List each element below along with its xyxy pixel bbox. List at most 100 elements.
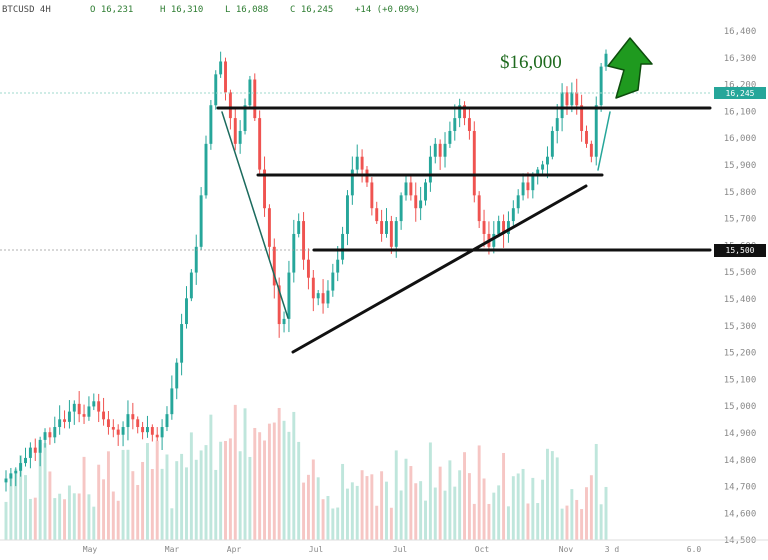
volume-bar [599, 504, 603, 540]
time-axis[interactable]: May Mar Apr Jul Jul Oct Nov 3 d 6.0 [83, 545, 702, 554]
volume-bar [536, 503, 540, 540]
candle [526, 172, 530, 199]
volume-bar [472, 503, 476, 540]
candle [346, 190, 349, 246]
candle-body [516, 195, 520, 209]
candle [19, 455, 23, 477]
candle [175, 358, 179, 400]
candle-body [521, 182, 525, 196]
header-item-3: L 16,088 [225, 5, 269, 15]
volume-bar [516, 473, 520, 540]
time-tick-label: Mar [165, 545, 180, 554]
volume-bar [555, 457, 559, 540]
volume-bar [443, 490, 447, 540]
volume-bar [404, 458, 408, 540]
candle-body [238, 130, 242, 144]
candle-body [72, 403, 76, 412]
candle-body [531, 174, 535, 191]
volume-bar [102, 479, 106, 540]
volume-bar [424, 500, 427, 540]
volume-bar [175, 461, 179, 540]
volume-bar [38, 442, 42, 540]
volume-bar [521, 468, 525, 540]
volume-bar [9, 474, 13, 540]
candle-body [433, 143, 437, 157]
candle-body [155, 434, 159, 438]
candle-body [389, 221, 393, 247]
candle-body [326, 290, 330, 304]
volume-bar [204, 445, 208, 540]
volume-bar [360, 470, 364, 540]
volume-bar [385, 481, 388, 540]
candle [463, 101, 466, 126]
candle-body [536, 169, 540, 175]
candle-body [409, 182, 413, 196]
volume-bar [126, 449, 130, 540]
candle [424, 178, 427, 206]
volume-bar [346, 488, 349, 540]
up-arrow-icon [607, 37, 653, 99]
candle [336, 246, 340, 282]
candle [604, 49, 608, 71]
candle [497, 215, 501, 238]
volume-bar [492, 492, 496, 540]
candle-body [77, 403, 81, 415]
volume-bar [189, 432, 193, 540]
candle [448, 121, 452, 148]
candle-body [555, 118, 559, 131]
candle [9, 467, 13, 487]
candle-body [106, 419, 110, 428]
candle [370, 176, 374, 216]
volume-bar [453, 486, 457, 540]
candle-body [350, 169, 354, 196]
volume-bar [82, 456, 86, 540]
volume-bar [497, 485, 501, 540]
candle [165, 406, 169, 432]
volume-bar [370, 474, 374, 540]
candle-body [214, 74, 218, 106]
time-tick-label: Oct [475, 545, 490, 554]
volume-bar [58, 493, 62, 540]
price-axis[interactable]: 16,400 16,300 16,200 16,100 16,000 15,900 15,8… [724, 27, 757, 546]
candle [467, 106, 471, 140]
candle [53, 416, 57, 444]
price-tick-label: 15,100 [724, 375, 757, 385]
candle [28, 442, 32, 469]
candle-body [209, 105, 213, 144]
current-price-tag: 16,245 [714, 87, 766, 99]
candle [258, 110, 262, 177]
candle-body [443, 143, 447, 157]
candle [565, 86, 569, 115]
candle [185, 286, 188, 329]
price-tick-label: 15,300 [724, 322, 757, 332]
candle-body [575, 92, 579, 106]
candle-body [375, 208, 379, 222]
candle-body [258, 118, 262, 170]
candle-body [399, 195, 403, 222]
candle-body [302, 221, 306, 260]
candlesticks [4, 49, 608, 492]
candle-body [287, 272, 291, 319]
candle-body [194, 246, 198, 273]
candle [375, 201, 379, 224]
candle-body [92, 401, 96, 407]
candle-body [306, 259, 310, 278]
volume-bar [106, 451, 110, 540]
candle-body [565, 92, 569, 106]
candle [414, 182, 418, 222]
volume-bar [282, 420, 286, 540]
candle-body [111, 427, 115, 430]
volume-bar [433, 487, 437, 540]
candle-body [463, 105, 466, 119]
candle [131, 402, 135, 430]
candle-body [467, 118, 471, 131]
candle [141, 421, 145, 440]
volume-bar [287, 431, 291, 540]
candle-body [165, 414, 169, 428]
candle-body [14, 470, 18, 474]
volume-bar [375, 505, 379, 540]
candle [389, 215, 393, 254]
candle-body [370, 182, 374, 209]
candle-body [414, 195, 418, 209]
